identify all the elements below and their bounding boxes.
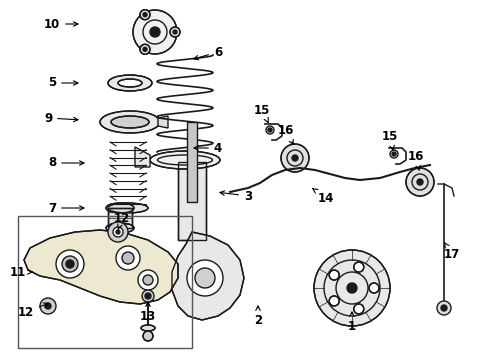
Ellipse shape: [108, 203, 148, 213]
Circle shape: [142, 290, 154, 302]
Bar: [108, 208, 132, 228]
Circle shape: [417, 179, 423, 185]
Text: 8: 8: [48, 157, 84, 170]
Circle shape: [392, 152, 396, 156]
Circle shape: [354, 304, 364, 314]
Bar: [178, 162, 206, 240]
Text: 10: 10: [44, 18, 78, 31]
Circle shape: [173, 30, 177, 34]
Text: 11: 11: [10, 266, 32, 279]
Bar: [187, 122, 197, 202]
Circle shape: [437, 301, 451, 315]
Circle shape: [268, 128, 272, 132]
Polygon shape: [24, 230, 178, 304]
Ellipse shape: [118, 79, 142, 87]
Circle shape: [62, 256, 78, 272]
Circle shape: [170, 27, 180, 37]
Circle shape: [329, 270, 339, 280]
Circle shape: [143, 275, 153, 285]
Circle shape: [187, 260, 223, 296]
Circle shape: [56, 250, 84, 278]
Circle shape: [143, 331, 153, 341]
Polygon shape: [135, 147, 150, 167]
Circle shape: [441, 305, 447, 311]
Circle shape: [406, 168, 434, 196]
Circle shape: [314, 250, 390, 326]
Text: 5: 5: [48, 77, 78, 90]
Text: 14: 14: [313, 188, 334, 204]
Circle shape: [266, 126, 274, 134]
Ellipse shape: [141, 325, 155, 331]
Circle shape: [390, 150, 398, 158]
Circle shape: [116, 246, 140, 270]
Ellipse shape: [106, 223, 134, 233]
Ellipse shape: [111, 116, 149, 128]
Bar: [18, 216, 192, 348]
Text: 12: 12: [18, 303, 48, 319]
Ellipse shape: [108, 75, 152, 91]
Bar: [178, 162, 206, 240]
Circle shape: [329, 296, 339, 306]
Circle shape: [347, 283, 357, 293]
Circle shape: [354, 262, 364, 272]
Text: 6: 6: [194, 45, 222, 60]
Circle shape: [140, 10, 150, 20]
Circle shape: [66, 260, 74, 268]
Polygon shape: [172, 232, 244, 320]
Text: 15: 15: [254, 104, 270, 122]
Text: 3: 3: [220, 189, 252, 202]
Circle shape: [45, 303, 51, 309]
Bar: [108, 208, 132, 228]
Text: 7: 7: [48, 202, 84, 215]
Polygon shape: [158, 116, 168, 128]
Circle shape: [133, 10, 177, 54]
Text: 1: 1: [348, 312, 356, 333]
Text: 15: 15: [382, 130, 398, 150]
Text: 13: 13: [140, 302, 156, 323]
Circle shape: [281, 144, 309, 172]
Ellipse shape: [106, 203, 134, 213]
Circle shape: [145, 293, 151, 299]
Circle shape: [292, 155, 298, 161]
Circle shape: [140, 44, 150, 54]
Circle shape: [108, 222, 128, 242]
Circle shape: [195, 268, 215, 288]
Text: 9: 9: [44, 112, 78, 125]
Circle shape: [113, 227, 123, 237]
Circle shape: [116, 230, 120, 234]
Circle shape: [143, 47, 147, 51]
Text: 12: 12: [114, 211, 130, 230]
Circle shape: [150, 27, 160, 37]
Text: 16: 16: [278, 123, 294, 144]
Text: 17: 17: [444, 242, 460, 261]
Circle shape: [138, 270, 158, 290]
Circle shape: [143, 13, 147, 17]
Text: 2: 2: [254, 306, 262, 327]
Circle shape: [122, 252, 134, 264]
Ellipse shape: [100, 111, 160, 133]
Text: 4: 4: [194, 141, 222, 154]
Ellipse shape: [150, 151, 220, 169]
Circle shape: [40, 298, 56, 314]
Text: 16: 16: [408, 149, 424, 170]
Circle shape: [369, 283, 379, 293]
Bar: [187, 122, 197, 202]
